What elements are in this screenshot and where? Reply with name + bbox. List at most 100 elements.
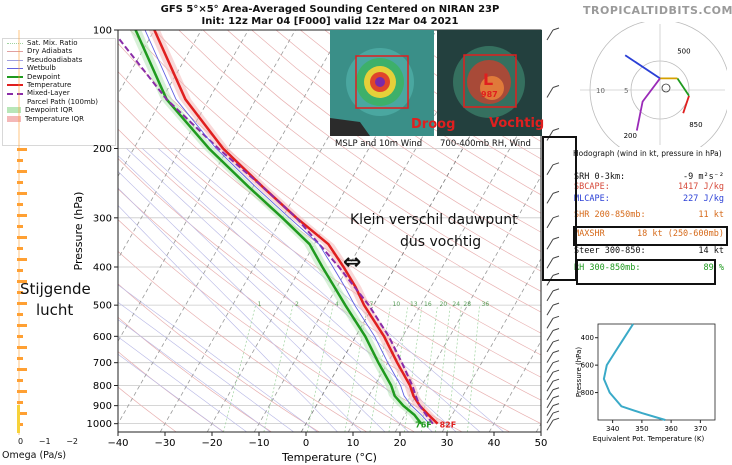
y-tick-label: 200: [93, 144, 112, 155]
omega-bar: [17, 269, 23, 272]
legend-swatch: [7, 75, 23, 78]
x-tick-label: 40: [488, 438, 501, 449]
hodograph-point-label: 850: [689, 121, 702, 129]
omega-bar: [17, 159, 23, 162]
wind-barb-icon: [546, 371, 554, 383]
mixing-ratio-label: 13: [410, 301, 418, 308]
y-tick-label: 700: [93, 358, 112, 369]
hodograph: 5 10 500 200 850: [580, 22, 727, 147]
wind-barb-flag: [552, 190, 560, 194]
stat-value: 227 J/kg: [683, 194, 724, 204]
y-tick-label: 400: [93, 263, 112, 274]
wind-barb-flag: [552, 369, 560, 373]
wind-barb-flag: [552, 403, 560, 407]
theta-e-line: [602, 323, 666, 421]
hodograph-title: Hodograph (wind in kt, pressure in hPa): [573, 149, 722, 158]
legend-item: Dewpoint: [3, 73, 115, 81]
mixing-ratio-line: [263, 305, 294, 432]
wind-barb-flag: [552, 328, 560, 332]
legend-item: Temperature: [3, 81, 115, 89]
wind-barb-flag: [552, 236, 560, 240]
dry-adiabat: [178, 30, 541, 292]
dry-adiabat: [118, 128, 541, 425]
omega-bar: [17, 192, 27, 195]
legend-label: Temperature: [27, 81, 72, 90]
low-pressure-value: 987: [481, 90, 498, 99]
isotherm-line: [394, 175, 541, 432]
legend-item: Temperature IQR: [3, 115, 115, 123]
dry-adiabat: [118, 42, 541, 356]
omega-bar: [17, 313, 23, 316]
theta-e-frame: [597, 323, 716, 421]
legend-label: Parcel Path (100mb): [27, 97, 98, 106]
pseudoadiabat: [118, 187, 362, 432]
y-tick-label: 500: [93, 301, 112, 312]
stat-row: SRH 0-3km: -9 m²s⁻²: [574, 172, 724, 182]
legend-label: Pseudoadiabats: [27, 55, 83, 64]
theta-e-x-tick-label: 350: [635, 425, 648, 433]
dry-adiabat: [251, 30, 541, 233]
omega-bar: [17, 412, 27, 415]
omega-bar: [17, 357, 23, 360]
legend-swatch: [7, 107, 21, 114]
mixing-ratio-label: 4: [335, 301, 339, 308]
isotherm-line: [118, 30, 249, 260]
annotation-so-moist: dus vochtig: [400, 234, 482, 250]
y-tick-label: 800: [93, 381, 112, 392]
dry-adiabat: [118, 188, 463, 432]
theta-e-x-axis-label: Equivalent Pot. Temperature (K): [593, 435, 705, 443]
mixing-ratio-label: 36: [482, 301, 490, 308]
stat-value: 11 kt: [698, 210, 724, 220]
wind-barb-icon: [546, 257, 554, 269]
legend-item: Sat. Mix. Ratio: [3, 39, 115, 47]
theta-e-x-tick-label: 340: [606, 425, 619, 433]
isotherm-line: [118, 30, 202, 178]
wind-barb-flag: [552, 272, 560, 276]
omega-ticks: 0 −1 −2: [18, 437, 78, 446]
omega-bar-surface: [17, 405, 20, 433]
hodograph-ring: [589, 22, 727, 147]
dry-adiabat: [118, 99, 541, 401]
legend-item: Mixed-Layer: [3, 89, 115, 97]
wind-barb-icon: [546, 318, 554, 329]
dry-adiabat: [118, 283, 320, 432]
theta-e-y-tick-label: 800: [581, 389, 594, 397]
pseudoadiabat: [118, 319, 271, 432]
theta-e-y-axis-label: Pressure (hPa): [575, 347, 583, 397]
legend-label: Wetbulb: [27, 64, 56, 73]
omega-tick: −2: [66, 437, 78, 446]
legend-swatch: [7, 84, 23, 87]
pseudoadiabat: [142, 148, 457, 432]
stat-label: SBCAPE:: [574, 182, 610, 192]
wind-barb-icon: [546, 164, 554, 176]
wind-barb-icon: [546, 412, 554, 424]
legend-swatch: [7, 92, 23, 95]
stat-label: RH 300-850mb:: [574, 263, 641, 273]
stat-label: SRH 0-3km:: [574, 172, 626, 182]
legend-item: Parcel Path (100mb): [3, 98, 115, 106]
stat-value: 14 kt: [698, 246, 724, 256]
x-tick-label: 20: [394, 438, 407, 449]
omega-bar: [17, 170, 27, 173]
wind-barb-flag: [552, 215, 560, 219]
theta-e-x-tick-label: 370: [694, 425, 707, 433]
pseudoadiabat: [118, 336, 247, 432]
y-tick-label: 100: [93, 26, 112, 37]
wind-barb-icon: [546, 330, 554, 341]
legend-swatch: [7, 115, 21, 122]
hodograph-trace: [676, 77, 690, 97]
omega-title: Omega (Pa/s): [2, 450, 67, 461]
omega-bar: [17, 280, 27, 283]
omega-bar: [17, 379, 23, 382]
map-mslp-graphic: [330, 48, 414, 136]
theta-e-chart: 340 350 360 370 400 600 800 Equivalent Pot. Tem…: [575, 323, 716, 443]
legend-item: Pseudoadiabats: [3, 56, 115, 64]
legend-swatch: [7, 59, 23, 61]
wind-barb-flag: [552, 302, 560, 306]
stat-row: RH 300-850mb: 89 %: [574, 263, 724, 273]
wind-barb-flag: [552, 162, 560, 166]
omega-bar: [17, 324, 27, 327]
dry-adiabat: [118, 219, 415, 432]
wind-barb-flag: [552, 128, 560, 131]
dry-adiabat: [275, 30, 541, 214]
